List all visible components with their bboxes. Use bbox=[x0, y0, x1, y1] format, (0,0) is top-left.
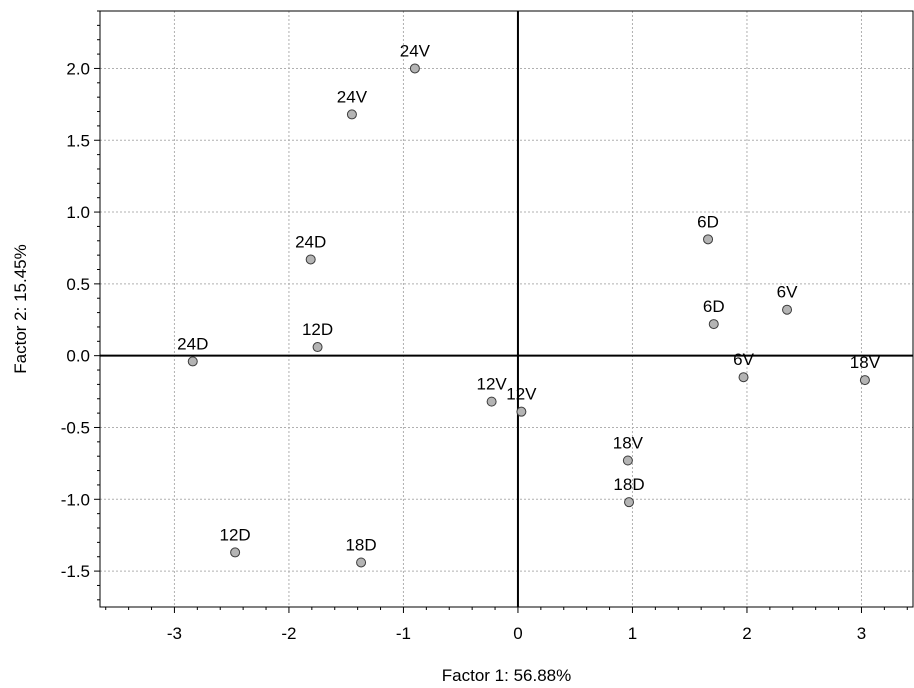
data-point-label: 18D bbox=[345, 535, 376, 554]
y-tick-label: -1.0 bbox=[61, 490, 90, 509]
data-point-marker bbox=[708, 319, 719, 330]
data-point-label: 12V bbox=[476, 375, 507, 394]
data-point-marker bbox=[305, 254, 316, 265]
data-point-label: 24V bbox=[337, 87, 368, 106]
data-point-label: 12V bbox=[506, 385, 537, 404]
data-point-marker bbox=[230, 547, 241, 558]
y-tick-label: 0.5 bbox=[66, 275, 90, 294]
data-point-label: 6V bbox=[777, 283, 798, 302]
y-axis-title: Factor 2: 15.45% bbox=[11, 244, 30, 373]
x-axis-title: Factor 1: 56.88% bbox=[442, 666, 571, 685]
data-point-marker bbox=[624, 497, 635, 508]
data-point-label: 12D bbox=[220, 525, 251, 544]
data-point-label: 24D bbox=[295, 232, 326, 251]
data-point-label: 24V bbox=[400, 41, 431, 60]
data-point-marker bbox=[409, 63, 420, 74]
data-point-label: 18V bbox=[850, 353, 881, 372]
y-tick-label: 0.0 bbox=[66, 347, 90, 366]
y-tick-label: -1.5 bbox=[61, 562, 90, 581]
x-axis: -3 -2 -1 0 1 2 3 bbox=[105, 607, 908, 643]
data-point-marker bbox=[312, 342, 323, 353]
data-point-label: 6D bbox=[697, 212, 719, 231]
x-tick-label: 1 bbox=[628, 624, 637, 643]
zero-axis-lines bbox=[100, 11, 913, 607]
data-point-label: 6D bbox=[703, 297, 725, 316]
x-tick-label: -2 bbox=[281, 624, 296, 643]
data-point-marker bbox=[356, 557, 367, 568]
y-tick-label: 2.0 bbox=[66, 59, 90, 78]
data-point-marker bbox=[187, 356, 198, 367]
y-axis: -1.5 -1.0 -0.5 0.0 0.5 1.0 1.5 2.0 bbox=[61, 10, 100, 601]
data-point-marker bbox=[346, 109, 357, 120]
data-point-marker bbox=[703, 234, 714, 245]
x-tick-label: 3 bbox=[857, 624, 866, 643]
data-point-marker bbox=[738, 372, 749, 383]
data-point-marker bbox=[859, 375, 870, 386]
data-point-label: 6V bbox=[733, 350, 754, 369]
data-point-marker bbox=[486, 396, 497, 407]
y-tick-label: 1.0 bbox=[66, 203, 90, 222]
data-point-label: 24D bbox=[177, 334, 208, 353]
x-tick-label: -3 bbox=[167, 624, 182, 643]
x-tick-label: -1 bbox=[396, 624, 411, 643]
y-tick-label: -0.5 bbox=[61, 418, 90, 437]
data-point-label: 18V bbox=[613, 434, 644, 453]
data-point-label: 12D bbox=[302, 320, 333, 339]
data-point-marker bbox=[782, 304, 793, 315]
data-point-label: 18D bbox=[613, 475, 644, 494]
data-point-marker bbox=[516, 406, 527, 417]
y-tick-label: 1.5 bbox=[66, 131, 90, 150]
x-tick-label: 0 bbox=[513, 624, 522, 643]
data-point-marker bbox=[622, 455, 633, 466]
x-tick-label: 2 bbox=[742, 624, 751, 643]
plot-frame bbox=[99, 10, 914, 608]
